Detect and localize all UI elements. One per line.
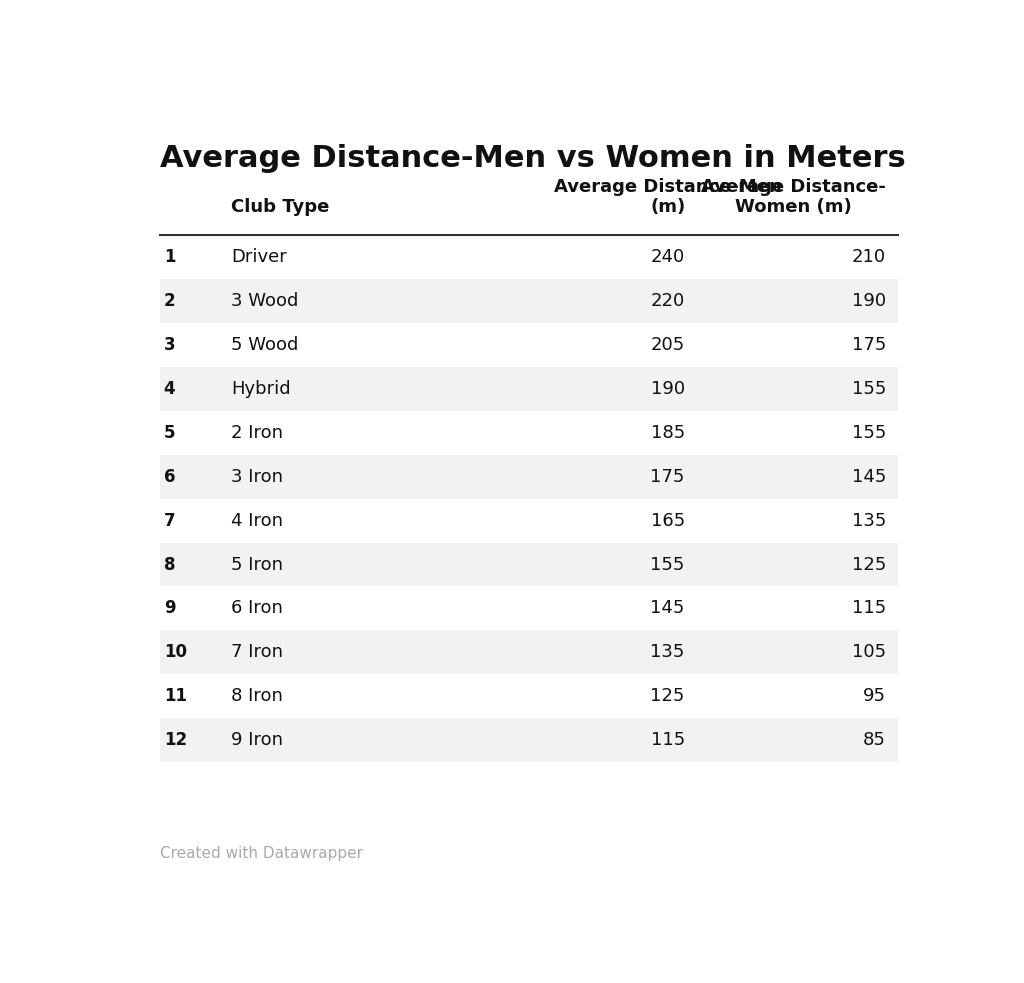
Text: 175: 175 [852, 336, 886, 354]
Text: Hybrid: Hybrid [231, 380, 291, 398]
Text: 135: 135 [650, 643, 685, 662]
Text: 175: 175 [650, 468, 685, 486]
Text: 4 Iron: 4 Iron [231, 511, 284, 530]
Text: 125: 125 [650, 687, 685, 705]
Text: 95: 95 [863, 687, 886, 705]
Text: 5 Wood: 5 Wood [231, 336, 299, 354]
Text: Driver: Driver [231, 249, 287, 266]
Text: 105: 105 [852, 643, 886, 662]
FancyBboxPatch shape [160, 719, 898, 762]
Text: 240: 240 [650, 249, 685, 266]
Text: 11: 11 [164, 687, 186, 705]
Text: 190: 190 [852, 292, 886, 310]
Text: 145: 145 [650, 600, 685, 617]
Text: 7 Iron: 7 Iron [231, 643, 284, 662]
FancyBboxPatch shape [160, 630, 898, 674]
Text: 4: 4 [164, 380, 175, 398]
Text: 155: 155 [852, 424, 886, 441]
Text: 115: 115 [852, 600, 886, 617]
Text: Average Distance-Men vs Women in Meters: Average Distance-Men vs Women in Meters [160, 145, 905, 173]
Text: 155: 155 [852, 380, 886, 398]
FancyBboxPatch shape [160, 279, 898, 323]
FancyBboxPatch shape [160, 323, 898, 367]
Text: 8 Iron: 8 Iron [231, 687, 283, 705]
FancyBboxPatch shape [160, 543, 898, 587]
Text: Average Distance-Men
(m): Average Distance-Men (m) [554, 178, 781, 216]
Text: 3: 3 [164, 336, 175, 354]
Text: 85: 85 [863, 731, 886, 749]
FancyBboxPatch shape [160, 367, 898, 411]
Text: 7: 7 [164, 511, 175, 530]
Text: 220: 220 [650, 292, 685, 310]
Text: 1: 1 [164, 249, 175, 266]
Text: 115: 115 [650, 731, 685, 749]
FancyBboxPatch shape [160, 587, 898, 630]
Text: 135: 135 [852, 511, 886, 530]
FancyBboxPatch shape [160, 674, 898, 719]
Text: 3 Iron: 3 Iron [231, 468, 284, 486]
Text: 5 Iron: 5 Iron [231, 555, 284, 573]
Text: Created with Datawrapper: Created with Datawrapper [160, 846, 362, 861]
Text: 9: 9 [164, 600, 175, 617]
FancyBboxPatch shape [160, 455, 898, 498]
Text: 10: 10 [164, 643, 186, 662]
Text: 190: 190 [650, 380, 685, 398]
Text: 185: 185 [650, 424, 685, 441]
Text: 6 Iron: 6 Iron [231, 600, 283, 617]
Text: 155: 155 [650, 555, 685, 573]
Text: 205: 205 [650, 336, 685, 354]
Text: 5: 5 [164, 424, 175, 441]
Text: 3 Wood: 3 Wood [231, 292, 299, 310]
Text: 9 Iron: 9 Iron [231, 731, 284, 749]
FancyBboxPatch shape [160, 498, 898, 543]
FancyBboxPatch shape [160, 411, 898, 455]
Text: 210: 210 [852, 249, 886, 266]
Text: 12: 12 [164, 731, 186, 749]
Text: 6: 6 [164, 468, 175, 486]
Text: Club Type: Club Type [231, 199, 330, 216]
Text: 2 Iron: 2 Iron [231, 424, 284, 441]
Text: 125: 125 [852, 555, 886, 573]
Text: 165: 165 [650, 511, 685, 530]
Text: 8: 8 [164, 555, 175, 573]
Text: 2: 2 [164, 292, 175, 310]
Text: Average Distance-
Women (m): Average Distance- Women (m) [701, 178, 886, 216]
FancyBboxPatch shape [160, 235, 898, 279]
Text: 145: 145 [852, 468, 886, 486]
